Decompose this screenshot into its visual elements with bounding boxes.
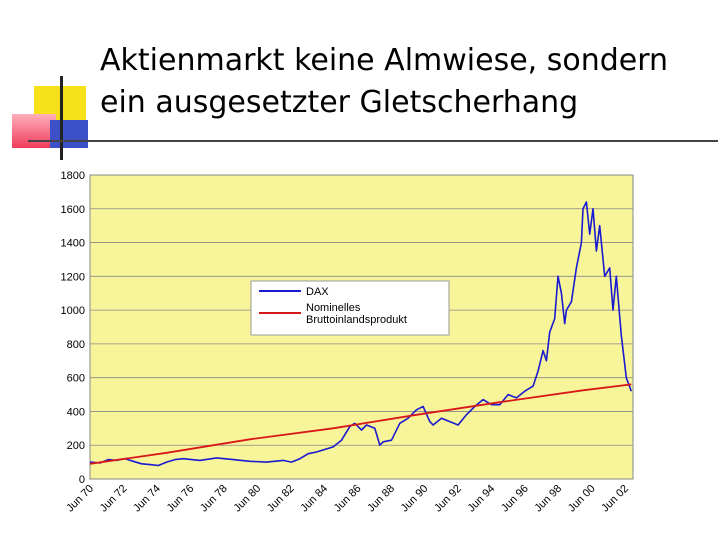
- legend-label-gdp-line: Nominelles: [306, 302, 361, 314]
- series-lines: [89, 201, 633, 467]
- x-tick-label: Jun 76: [165, 483, 197, 515]
- x-tick-label: Jun 72: [98, 483, 130, 515]
- deco-horizontal-line: [28, 140, 718, 142]
- legend: DAX Nominelles Bruttoinlandsprodukt: [250, 280, 450, 336]
- deco-vertical-line: [60, 76, 63, 160]
- y-axis-tick-labels: 0 200 400 600 800 1000 1200 1400 1600 1800: [61, 170, 85, 486]
- y-tick-label: 200: [67, 440, 85, 452]
- dax-vs-gdp-chart: 0 200 400 600 800 1000 1200 1400 1600 1800 Jun 70…: [61, 170, 634, 515]
- x-tick-label: Jun 86: [332, 483, 364, 515]
- y-tick-label: 600: [67, 373, 85, 385]
- slide-title: Aktienmarkt keine Almwiese, sondern ein …: [100, 40, 710, 124]
- y-tick-label: 1600: [61, 204, 85, 216]
- x-tick-label: Jun 82: [265, 483, 297, 515]
- x-tick-label: Jun 74: [131, 483, 163, 515]
- y-tick-label: 1800: [61, 170, 85, 182]
- series-line-gdp: [89, 383, 632, 465]
- x-tick-label: Jun 84: [298, 483, 330, 515]
- y-tick-label: 1200: [61, 271, 85, 283]
- x-tick-label: Jun 00: [566, 483, 598, 515]
- legend-label-gdp-line: Bruttoinlandsprodukt: [306, 314, 407, 326]
- y-tick-label: 0: [79, 474, 85, 486]
- series-line-dax: [89, 201, 633, 467]
- deco-blue-square: [50, 120, 88, 148]
- legend-label-gdp: Nominelles Bruttoinlandsprodukt: [306, 302, 407, 326]
- legend-label-dax: DAX: [306, 286, 329, 298]
- deco-red-square: [12, 114, 56, 148]
- x-tick-label: Jun 96: [499, 483, 531, 515]
- slide-title-line-1: Aktienmarkt keine Almwiese, sondern: [100, 43, 669, 78]
- slide-title-line-2: ein ausgesetzter Gletscherhang: [100, 85, 579, 120]
- y-tick-label: 800: [67, 339, 85, 351]
- x-tick-label: Jun 80: [231, 483, 263, 515]
- legend-box: [250, 280, 450, 336]
- x-tick-label: Jun 98: [532, 483, 564, 515]
- x-tick-label: Jun 90: [399, 483, 431, 515]
- x-axis-tick-labels: Jun 70 Jun 72 Jun 74 Jun 76 Jun 78 Jun 80 Jun …: [64, 483, 631, 515]
- x-tick-label: Jun 92: [432, 483, 464, 515]
- gridlines: [90, 174, 633, 480]
- x-tick-label: Jun 94: [466, 483, 498, 515]
- x-tick-label: Jun 78: [198, 483, 230, 515]
- x-tick-label: Jun 02: [599, 483, 631, 515]
- y-tick-label: 1400: [61, 238, 85, 250]
- x-tick-label: Jun 88: [365, 483, 397, 515]
- x-tick-label: Jun 70: [64, 483, 96, 515]
- y-tick-label: 400: [67, 406, 85, 418]
- y-tick-label: 1000: [61, 305, 85, 317]
